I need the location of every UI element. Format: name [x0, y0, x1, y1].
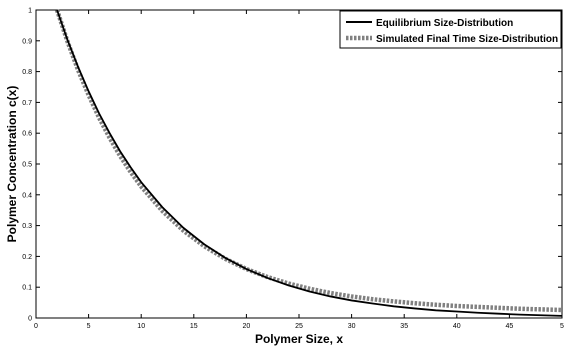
y-tick-label: 0.4	[22, 192, 32, 199]
x-axis-title: Polymer Size, x	[255, 332, 343, 346]
y-tick-label: 0.1	[22, 285, 32, 292]
y-tick-label: 0.5	[22, 162, 32, 169]
y-tick-label: 0	[28, 316, 32, 323]
y-tick-label: 0.3	[22, 223, 32, 230]
series-layer	[54, 9, 563, 317]
y-tick-label: 0.9	[22, 38, 32, 45]
x-tick-label: 30	[348, 323, 356, 330]
x-tick-label: 0	[34, 323, 38, 330]
legend: Equilibrium Size-Distribution Simulated …	[339, 10, 562, 49]
legend-box	[339, 10, 562, 49]
x-tick-label: 25	[295, 323, 303, 330]
x-tick-label: 20	[243, 323, 251, 330]
x-tick-label: 35	[400, 323, 408, 330]
x-tick-label: 5	[87, 323, 91, 330]
x-tick-label: 10	[137, 323, 145, 330]
series-line-equilibrium	[56, 9, 563, 317]
y-tick-label: 0.2	[22, 254, 32, 261]
y-axis-title: Polymer Concentration c(x)	[5, 86, 19, 243]
plot-area-frame	[35, 9, 563, 319]
x-tick-label: 45	[506, 323, 514, 330]
y-tick-label: 0.7	[22, 100, 32, 107]
y-tick-label: 0.8	[22, 69, 32, 76]
x-tick-label: 5	[560, 323, 564, 330]
y-tick-label: 0.6	[22, 131, 32, 138]
legend-label-simulated: Simulated Final Time Size-Distribution	[376, 34, 558, 45]
x-tick-label: 15	[190, 323, 198, 330]
y-tick-label: 1	[28, 8, 32, 15]
x-tick-label: 40	[453, 323, 461, 330]
y-axis: 0 0.1 0.2 0.3 0.4 0.5 0.6 0.7 0.8 0.9 1	[22, 8, 562, 323]
legend-label-equilibrium: Equilibrium Size-Distribution	[376, 18, 513, 29]
